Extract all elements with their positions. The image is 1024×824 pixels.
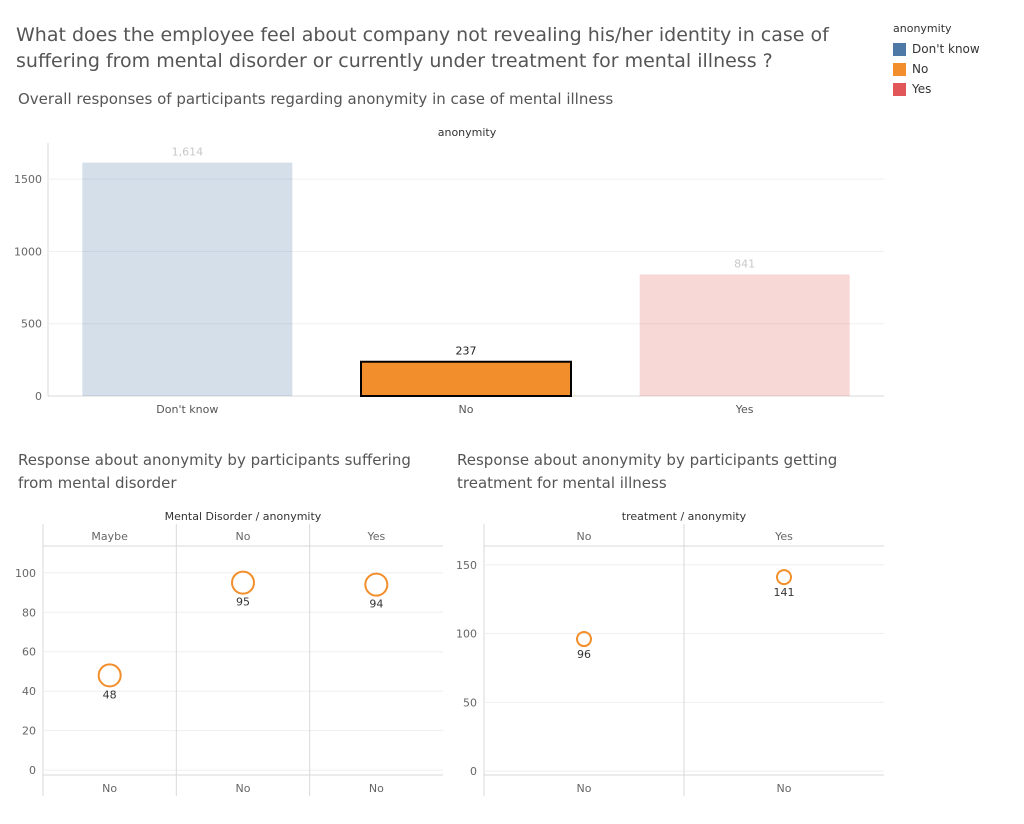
- chart-subtitle: Overall responses of participants regard…: [18, 90, 614, 108]
- panel-title-treatment: Response about anonymity by participants…: [457, 451, 838, 492]
- legend-item-no[interactable]: No: [893, 59, 980, 79]
- bar: [360, 360, 572, 397]
- legend-swatch: [893, 62, 906, 76]
- data-label: 96: [577, 648, 591, 661]
- y-tick-label: 100: [15, 567, 36, 580]
- column-label: Yes: [366, 530, 385, 543]
- y-tick-label: 100: [456, 628, 477, 641]
- data-label: 1,614: [172, 146, 204, 159]
- bar: [639, 274, 850, 396]
- panel-title-mental-disorder: Response about anonymity by participants…: [18, 451, 411, 492]
- y-tick-label: 80: [22, 606, 36, 619]
- data-label: 94: [369, 598, 383, 611]
- bar: [82, 162, 293, 396]
- data-label: 141: [774, 586, 795, 599]
- data-label: 95: [236, 596, 250, 609]
- data-label: 841: [734, 257, 755, 270]
- data-point: [576, 631, 592, 648]
- data-point: [97, 663, 122, 688]
- x-tick-label: Don't know: [156, 403, 218, 416]
- y-tick-label: 40: [22, 685, 36, 698]
- scatter-chart-mental-disorder: Mental Disorder / anonymity 0 20 40 60 80 100 M…: [15, 510, 443, 796]
- legend-item-dont-know[interactable]: Don't know: [893, 39, 980, 59]
- page-title: What does the employee feel about compan…: [16, 24, 829, 72]
- y-tick-label: 50: [463, 696, 477, 709]
- legend: anonymity Don't know No Yes: [893, 22, 980, 99]
- legend-label: No: [912, 62, 929, 76]
- x-tick-label: No: [236, 782, 251, 795]
- column-label: No: [577, 530, 592, 543]
- y-tick-label: 20: [22, 725, 36, 738]
- y-tick-label: 1500: [14, 173, 42, 186]
- y-tick-label: 150: [456, 559, 477, 572]
- data-point: [364, 572, 389, 597]
- column-header: Mental Disorder / anonymity: [165, 510, 322, 523]
- y-tick-label: 0: [29, 764, 36, 777]
- column-label: No: [236, 530, 251, 543]
- x-tick-label: No: [577, 782, 592, 795]
- data-point: [231, 570, 255, 595]
- legend-item-yes[interactable]: Yes: [893, 79, 980, 99]
- x-tick-label: No: [102, 782, 117, 795]
- y-tick-label: 0: [35, 390, 42, 403]
- y-tick-label: 500: [21, 318, 42, 331]
- x-tick-label: Yes: [735, 403, 754, 416]
- column-header: anonymity: [438, 126, 497, 139]
- legend-label: Yes: [912, 82, 932, 96]
- legend-label: Don't know: [912, 42, 980, 56]
- y-tick-label: 60: [22, 646, 36, 659]
- x-tick-label: No: [369, 782, 384, 795]
- x-tick-label: No: [777, 782, 792, 795]
- x-tick-label: No: [459, 403, 474, 416]
- data-label: 48: [103, 688, 117, 701]
- column-label: Yes: [774, 530, 793, 543]
- data-point: [776, 569, 792, 586]
- column-header: treatment / anonymity: [622, 510, 747, 523]
- y-tick-label: 0: [470, 765, 477, 778]
- data-label: 237: [456, 345, 477, 358]
- bar-chart: anonymity 0 500 1000 1500 1,614 Don't know 237 N…: [14, 126, 884, 416]
- legend-title: anonymity: [893, 22, 952, 35]
- legend-swatch: [893, 42, 906, 56]
- legend-swatch: [893, 82, 906, 96]
- column-label: Maybe: [91, 530, 128, 543]
- y-tick-label: 1000: [14, 245, 42, 258]
- scatter-chart-treatment: treatment / anonymity 0 50 100 150 No 96 No Yes 1…: [456, 510, 884, 796]
